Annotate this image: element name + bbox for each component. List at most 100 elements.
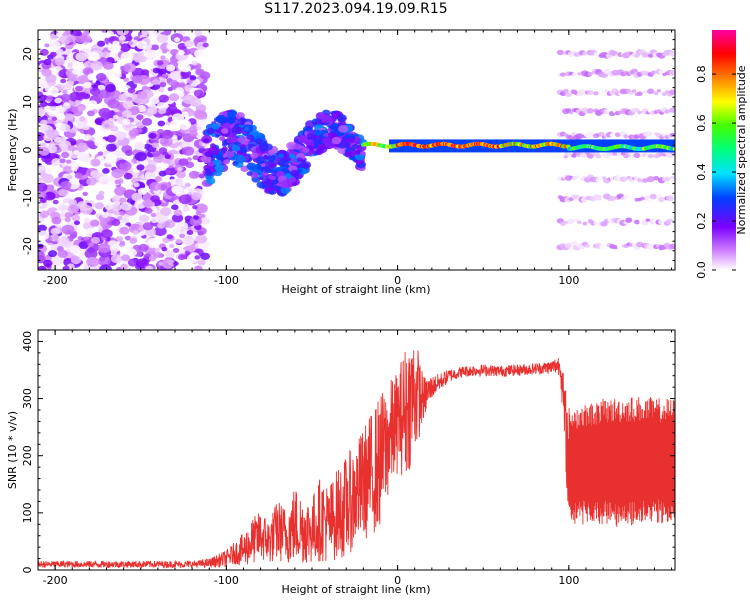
heatmap-cell-harmonic xyxy=(608,195,616,202)
colorbar: 0.0 0.2 0.4 0.6 0.8 Normalized spectral ampl… xyxy=(695,30,748,279)
heatmap-cell-noise xyxy=(106,134,117,143)
heatmap-cell-noise xyxy=(105,84,116,93)
heatmap-cell-noise xyxy=(202,42,209,48)
heatmap-cell-noise xyxy=(169,178,176,184)
heatmap-cell-scatter xyxy=(360,151,366,156)
heatmap-cell-harmonic xyxy=(623,194,629,199)
heatmap-cell-noise xyxy=(154,252,163,259)
heatmap-cell-noise xyxy=(150,217,159,224)
heatmap-cell-noise xyxy=(70,255,79,262)
heatmap-cell-scatter xyxy=(280,179,292,189)
heatmap-cell-scatter xyxy=(293,143,302,150)
heatmap-cell-noise xyxy=(103,150,110,155)
heatmap-cell-harmonic xyxy=(634,219,640,225)
heatmap-cell-noise xyxy=(67,35,77,43)
heatmap-cell-noise xyxy=(142,199,153,208)
heatmap-cell-scatter xyxy=(270,175,276,181)
heatmap-cell-noise xyxy=(186,230,194,235)
heatmap-cell-noise xyxy=(177,254,186,261)
heatmap-cell-noise xyxy=(135,98,143,105)
heatmap-cell-noise xyxy=(148,255,157,262)
heatmap-cell-harmonic xyxy=(623,134,629,139)
heatmap-cell-noise xyxy=(171,113,185,123)
heatmap-cell-noise xyxy=(83,217,91,223)
heatmap-cell-noise xyxy=(59,158,66,164)
heatmap-cell-noise xyxy=(159,82,167,88)
heatmap-cell-noise xyxy=(144,170,157,180)
heatmap-cell-noise xyxy=(147,106,158,115)
snr-xtick-label: -100 xyxy=(214,574,239,587)
heatmap-cell-scatter xyxy=(250,152,259,159)
heatmap-cell-harmonic xyxy=(642,90,648,94)
heatmap-cell-noise xyxy=(196,126,202,131)
heatmap-cell-scatter xyxy=(215,114,227,124)
heatmap-cell-noise xyxy=(38,107,45,116)
heatmap-cell-noise xyxy=(65,113,74,120)
heatmap-cell-noise xyxy=(148,132,157,139)
heatmap-cell-noise xyxy=(172,248,180,253)
heatmap-cell-noise xyxy=(138,214,150,223)
heatmap-cell-scatter xyxy=(313,129,322,136)
heatmap-cell-noise xyxy=(120,159,126,164)
heatmap-cell-scatter xyxy=(290,169,300,177)
heatmap-cell-noise xyxy=(176,170,187,179)
heatmap-cell-harmonic xyxy=(586,108,595,114)
heatmap-cell-noise xyxy=(157,222,166,229)
heatmap-cell-noise xyxy=(62,265,70,270)
heatmap-cell-scatter xyxy=(324,141,335,149)
heatmap-cell-noise xyxy=(71,214,81,222)
heatmap-cell-scatter xyxy=(347,137,355,144)
heatmap-cell-noise xyxy=(90,61,103,71)
heatmap-cell-scatter xyxy=(255,156,266,165)
heatmap-cell-harmonic xyxy=(587,71,594,76)
heatmap-cell-noise xyxy=(55,48,64,55)
heatmap-cell-noise xyxy=(121,254,131,262)
heatmap-cell-noise xyxy=(97,151,104,156)
heatmap-cell-harmonic xyxy=(582,221,588,226)
heatmap-cell-noise xyxy=(158,108,167,115)
heatmap-cell-noise xyxy=(144,49,156,59)
heatmap-cell-noise xyxy=(115,73,122,78)
heatmap-cell-harmonic xyxy=(576,220,582,225)
heatmap-cell-scatter xyxy=(206,177,216,185)
heatmap-cell-harmonic xyxy=(593,221,599,226)
heatmap-cell-noise xyxy=(78,241,89,249)
heatmap-cell-scatter xyxy=(260,165,271,173)
heatmap-cell-noise xyxy=(65,83,72,88)
heatmap-cell-noise xyxy=(87,73,98,81)
heatmap-cell-noise xyxy=(148,237,161,247)
heatmap-cell-noise xyxy=(58,188,69,197)
heatmap-cell-scatter xyxy=(269,190,275,195)
heatmap-cell-harmonic xyxy=(653,176,660,181)
heatmap-cell-harmonic xyxy=(557,154,563,159)
heatmap-cell-noise xyxy=(151,44,159,51)
heatmap-cell-scatter xyxy=(355,149,362,155)
snr-marks xyxy=(38,350,675,570)
heatmap-cell-scatter xyxy=(223,122,232,129)
heatmap-cell-noise xyxy=(107,99,120,109)
heatmap-cell-noise xyxy=(119,226,130,235)
heatmap-cell-noise xyxy=(161,73,168,79)
heatmap-cell-noise xyxy=(176,221,189,231)
heatmap-cell-harmonic xyxy=(560,72,566,77)
heatmap-cell-harmonic xyxy=(574,175,580,180)
heatmap-cell-noise xyxy=(49,40,61,50)
heatmap-cell-noise xyxy=(123,62,136,73)
heatmap-cell-noise xyxy=(153,226,167,237)
heatmap-cell-noise xyxy=(119,240,126,246)
heatmap-cell-scatter xyxy=(203,138,210,143)
heatmap-cell-noise xyxy=(48,250,58,258)
heatmap-cell-noise xyxy=(158,68,167,76)
heatmap-cell-noise xyxy=(68,199,78,206)
heatmap-cell-noise xyxy=(120,51,134,62)
colorbar-tick-label: 0.4 xyxy=(695,163,708,181)
heatmap-cell-noise xyxy=(38,182,48,192)
heatmap-cell-harmonic xyxy=(593,52,599,57)
heatmap-cell-harmonic xyxy=(595,154,602,159)
heatmap-cell-scatter xyxy=(275,185,281,190)
heatmap-cell-noise xyxy=(187,245,197,252)
heatmap-cell-noise xyxy=(192,155,199,161)
heatmap-cell-noise xyxy=(66,55,74,62)
heatmap-cell-noise xyxy=(90,236,101,244)
